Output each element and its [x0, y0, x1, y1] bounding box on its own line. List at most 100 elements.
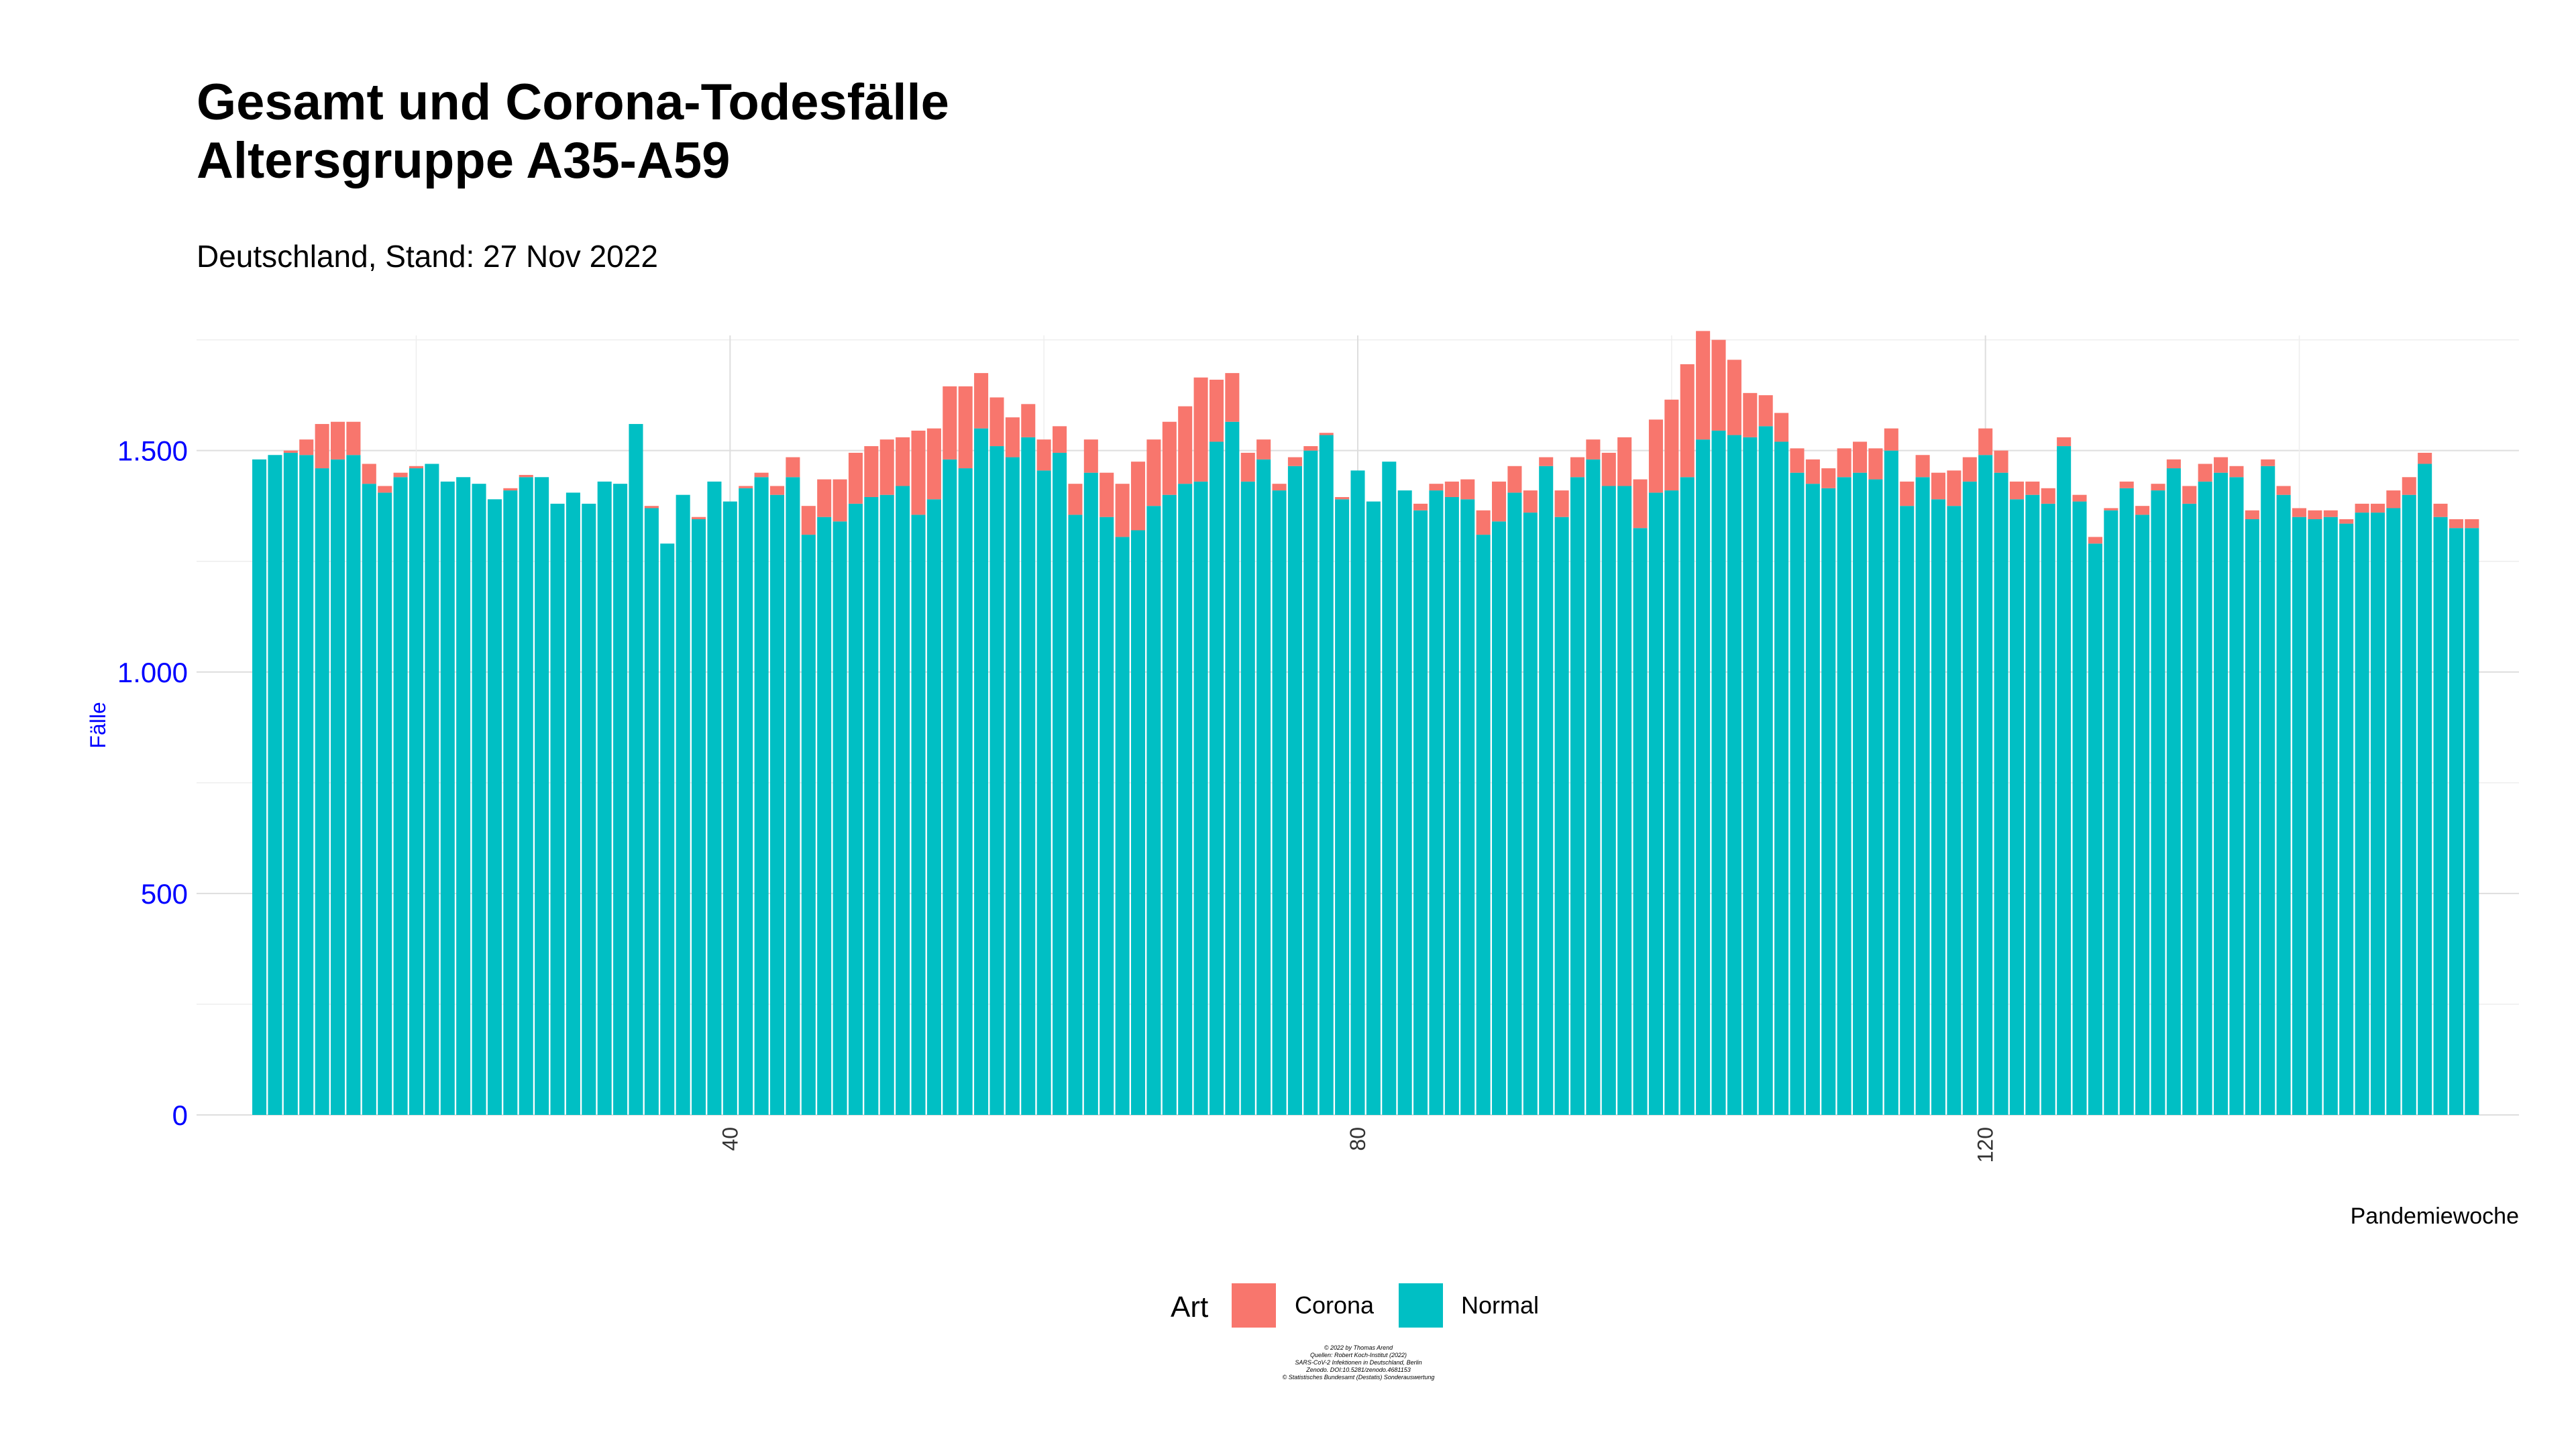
bar-normal-week-121: [1994, 472, 2008, 1115]
bar-corona-week-118: [1947, 470, 1962, 506]
bar-corona-week-151: [2465, 519, 2479, 529]
legend-label-corona: Corona: [1295, 1291, 1375, 1319]
bar-normal-week-38: [692, 519, 706, 1115]
bar-normal-week-136: [2229, 477, 2244, 1115]
y-axis: 0 500 1.000 1.500: [117, 435, 188, 1131]
legend-swatch-corona: [1232, 1283, 1276, 1328]
x-tick-label: 120: [1974, 1127, 1998, 1163]
bar-normal-week-141: [2308, 519, 2322, 1115]
bar-corona-week-141: [2308, 510, 2322, 519]
bar-normal-week-133: [2182, 503, 2197, 1115]
bar-normal-week-126: [2072, 501, 2087, 1115]
bar-normal-week-104: [1727, 435, 1741, 1115]
y-tick-label: 0: [172, 1099, 188, 1131]
bar-normal-week-112: [1853, 472, 1868, 1115]
bar-corona-week-60: [1036, 439, 1051, 471]
bar-normal-week-150: [2449, 528, 2463, 1115]
bar-corona-week-147: [2402, 477, 2416, 495]
bar-corona-week-98: [1633, 479, 1648, 529]
bar-corona-week-112: [1853, 441, 1868, 473]
bar-normal-week-109: [1805, 484, 1820, 1115]
bar-normal-week-61: [1053, 452, 1067, 1115]
legend-swatch-normal: [1399, 1283, 1443, 1328]
bar-normal-week-11: [268, 455, 282, 1115]
bar-normal-week-142: [2323, 517, 2338, 1115]
bar-corona-week-109: [1805, 459, 1820, 484]
bar-corona-week-46: [817, 479, 832, 517]
bar-normal-week-91: [1523, 513, 1538, 1115]
bar-normal-week-123: [2025, 494, 2040, 1115]
bar-normal-week-125: [2057, 446, 2072, 1115]
bar-corona-week-35: [644, 506, 659, 508]
bar-corona-week-27: [519, 474, 533, 478]
bar-corona-week-88: [1476, 510, 1491, 535]
bar-corona-week-84: [1413, 503, 1428, 511]
bar-normal-week-72: [1225, 421, 1240, 1115]
bar-normal-week-15: [331, 459, 345, 1115]
bar-corona-week-44: [786, 457, 800, 478]
bar-normal-week-37: [676, 494, 690, 1115]
bar-corona-week-65: [1115, 484, 1130, 537]
bar-normal-week-102: [1696, 439, 1711, 1115]
bar-corona-week-126: [2072, 494, 2087, 502]
bar-normal-week-140: [2292, 517, 2307, 1115]
bar-normal-week-69: [1178, 484, 1193, 1115]
y-tick-label: 500: [141, 878, 188, 910]
bar-corona-week-15: [331, 421, 345, 460]
bar-normal-week-43: [769, 494, 785, 1115]
bar-corona-week-14: [315, 424, 329, 469]
bar-corona-week-47: [833, 479, 847, 522]
bar-corona-week-106: [1758, 395, 1773, 427]
chart-title: Gesamt und Corona-Todesfälle Altersgrupp…: [197, 74, 949, 189]
bar-corona-week-79: [1335, 496, 1350, 500]
bar-corona-week-117: [1931, 472, 1946, 500]
bar-corona-week-125: [2057, 437, 2072, 447]
bar-corona-week-96: [1601, 452, 1616, 486]
caption-line-2: Quellen: Robert Koch-Institut (2022): [1310, 1352, 1407, 1358]
bar-normal-week-132: [2166, 468, 2181, 1115]
bar-normal-week-120: [1978, 455, 1993, 1115]
bar-normal-week-71: [1209, 441, 1224, 1115]
bar-normal-week-110: [1821, 488, 1836, 1115]
bar-corona-week-93: [1554, 490, 1569, 517]
bar-corona-week-18: [378, 486, 392, 493]
bar-normal-week-107: [1774, 441, 1789, 1115]
bar-corona-week-26: [503, 488, 518, 491]
bar-normal-week-70: [1193, 481, 1208, 1115]
bar-normal-week-31: [582, 503, 596, 1115]
bar-corona-week-67: [1146, 439, 1161, 506]
bar-normal-week-48: [848, 503, 863, 1115]
bar-normal-week-79: [1335, 499, 1350, 1115]
bar-corona-week-113: [1868, 448, 1883, 480]
bar-corona-week-128: [2104, 508, 2118, 511]
bar-normal-week-114: [1884, 450, 1898, 1115]
bar-corona-week-69: [1178, 406, 1193, 484]
bar-normal-week-90: [1507, 492, 1522, 1115]
bar-normal-week-94: [1570, 477, 1585, 1115]
bar-corona-week-61: [1053, 426, 1067, 453]
bar-normal-week-113: [1868, 479, 1883, 1115]
bar-corona-week-148: [2418, 452, 2432, 464]
bar-corona-week-53: [926, 428, 941, 500]
bar-corona-week-144: [2355, 503, 2369, 513]
bar-corona-week-115: [1900, 481, 1915, 506]
bar-corona-week-62: [1068, 484, 1083, 515]
bar-normal-week-103: [1711, 430, 1726, 1115]
bar-corona-week-101: [1680, 364, 1695, 478]
bar-corona-week-50: [879, 439, 894, 495]
bar-normal-week-85: [1429, 490, 1444, 1115]
bar-corona-week-99: [1648, 419, 1663, 493]
bar-corona-week-56: [974, 373, 989, 429]
bar-corona-week-127: [2088, 537, 2102, 544]
caption-line-4: Zenodo. DOI:10.5281/zenodo.4681153: [1305, 1366, 1410, 1373]
bar-normal-week-65: [1115, 537, 1130, 1115]
bar-normal-week-59: [1021, 437, 1036, 1115]
bar-corona-week-55: [958, 386, 973, 469]
bar-corona-week-122: [2009, 481, 2024, 500]
bar-normal-week-122: [2009, 499, 2024, 1115]
bar-corona-week-133: [2182, 486, 2197, 504]
bar-corona-week-48: [848, 452, 863, 504]
bar-normal-week-124: [2041, 503, 2055, 1115]
bar-corona-week-107: [1774, 413, 1789, 442]
